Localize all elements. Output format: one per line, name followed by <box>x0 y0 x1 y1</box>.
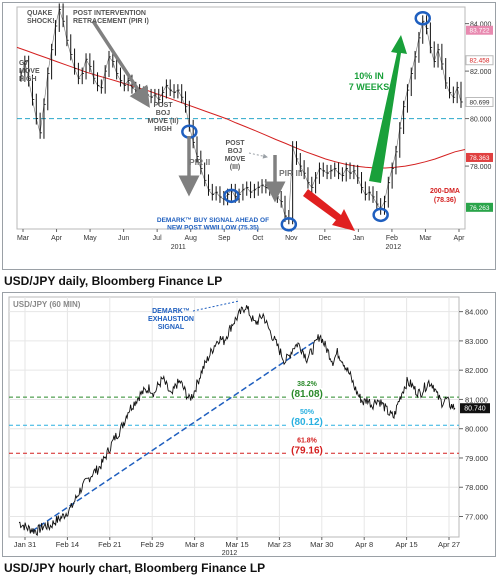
x-tick-label: Feb 29 <box>141 540 164 549</box>
trend-line <box>31 340 316 532</box>
last-price-badge <box>460 403 490 414</box>
fib-value-bg <box>289 444 325 456</box>
x-tick-label: Sep <box>218 235 231 242</box>
x-tick-label: Jul <box>153 235 162 242</box>
x-tick-label: Oct <box>252 235 263 242</box>
y-tick-label: 77.000 <box>465 513 488 522</box>
x-tick-label: Apr 27 <box>438 540 460 549</box>
chart-title: USD/JPY (60 MIN) <box>13 300 81 309</box>
daily-chart-caption: USD/JPY daily, Bloomberg Finance LP <box>4 274 223 288</box>
fib-value-label: (79.16) <box>291 445 323 456</box>
post-boj-2-annotation: POST BOJ MOVE (II) HIGH <box>147 102 178 133</box>
y-tick-label: 84.000 <box>470 22 492 29</box>
ma200-line <box>16 46 466 169</box>
plot-frame <box>8 296 460 538</box>
fib-value-label: (81.08) <box>291 389 323 400</box>
demark-pointer <box>192 300 240 312</box>
pir1-arrow <box>91 20 150 108</box>
x-tick-label: Jan 31 <box>14 540 37 549</box>
year-label: 2012 <box>222 550 238 556</box>
fib-level-label: 61.8% <box>297 437 318 444</box>
fib-value-label: (80.12) <box>291 417 323 428</box>
x-tick-label: Mar <box>419 235 432 242</box>
pir1-annotation: POST INTERVENTION RETRACEMENT (PIR I) <box>73 10 149 25</box>
fib-value-bg <box>289 388 325 400</box>
x-tick-label: Apr 15 <box>396 540 418 549</box>
fib-level-label: 50% <box>300 409 315 416</box>
demark-exhaustion-annotation: DEMARK™ EXHAUSTION SIGNAL <box>148 308 194 331</box>
fib-value-bg <box>289 416 325 428</box>
x-tick-label: Jun <box>118 235 129 242</box>
plot-frame <box>16 6 466 230</box>
hourly-chart-panel: 77.000 78.000 79.000 80.000 81.000 82.000 83.0… <box>2 292 496 557</box>
y-tick-label: 84.000 <box>465 308 488 317</box>
x-tick-label: Mar 23 <box>268 540 291 549</box>
x-tick-label: Apr <box>454 235 466 242</box>
y-tick-label: 80.000 <box>465 425 488 434</box>
y-tick-label: 82.000 <box>470 69 492 76</box>
g7-annotation: G7 MOVE HIGH <box>19 60 40 83</box>
x-tick-label: Apr <box>51 235 63 242</box>
x-tick-label: Feb 14 <box>56 540 79 549</box>
pir3-annotation: PIR III <box>279 168 303 178</box>
demark-circle <box>223 188 240 204</box>
x-tick-label: May <box>83 235 97 242</box>
price-line <box>20 8 462 219</box>
price-line <box>18 305 456 537</box>
post-boj-3-pointer <box>248 152 268 159</box>
decline-arrow <box>303 189 355 231</box>
demark-circle <box>414 10 431 26</box>
y-tick-label: 78.000 <box>470 164 492 171</box>
y-tick-label: 81.000 <box>465 395 488 404</box>
price-badge <box>465 96 494 107</box>
ten-pct-arrow <box>369 35 407 183</box>
post-boj-3-annotation: POST BOJ MOVE (III) <box>225 140 246 171</box>
x-tick-label: Apr 8 <box>355 540 373 549</box>
x-tick-label: Mar <box>17 235 30 242</box>
price-badge-label: 83.722 <box>470 28 490 35</box>
price-badge <box>466 202 493 212</box>
x-tick-label: Mar 8 <box>185 540 204 549</box>
x-tick-label: Jan <box>353 235 364 242</box>
hourly-chart-caption: USD/JPY hourly chart, Bloomberg Finance … <box>4 561 266 575</box>
x-tick-label: Feb 21 <box>98 540 121 549</box>
y-tick-label: 79.000 <box>465 454 488 463</box>
hourly-chart: 77.000 78.000 79.000 80.000 81.000 82.000 83.0… <box>8 296 490 556</box>
price-badge-label: 78.363 <box>470 155 490 162</box>
y-tick-label: 78.000 <box>465 483 488 492</box>
price-badge <box>465 55 494 66</box>
price-badge <box>466 152 493 162</box>
daily-chart: 78.000 80.000 82.000 84.000 Mar Apr May Jun Jul A… <box>16 3 494 251</box>
demark-circle <box>372 207 389 223</box>
dma200-annotation: 200-DMA (78.36) <box>430 188 460 204</box>
demark-circle <box>280 217 298 232</box>
price-badge <box>466 25 493 35</box>
x-tick-label: Aug <box>184 235 197 242</box>
y-tick-label: 80.000 <box>470 117 492 124</box>
last-price-badge-label: 80.740 <box>464 406 486 413</box>
daily-chart-panel: 78.000 80.000 82.000 84.000 Mar Apr May Jun Jul A… <box>2 2 496 270</box>
price-badge-label: 80.699 <box>470 99 490 106</box>
year-label: 2011 <box>171 244 186 251</box>
ten-pct-annotation: 10% IN 7 WEEKS <box>349 71 390 92</box>
pir2-annotation: PIR II <box>189 157 210 167</box>
x-tick-label: Mar 15 <box>225 540 248 549</box>
demark-buy-annotation: DEMARK™ BUY SIGNAL AHEAD OF NEW POST WWII… <box>157 217 269 232</box>
quake-annotation: QUAKE SHOCK! <box>27 10 55 25</box>
price-badge-label: 76.263 <box>470 205 490 212</box>
y-tick-label: 83.000 <box>465 337 488 346</box>
x-tick-label: Dec <box>319 235 332 242</box>
y-tick-label: 82.000 <box>465 366 488 375</box>
year-label: 2012 <box>386 244 402 251</box>
x-tick-label: Feb <box>386 235 398 242</box>
fib-level-label: 38.2% <box>297 381 318 388</box>
price-badge-label: 82.458 <box>470 58 490 65</box>
x-tick-label: Nov <box>285 235 298 242</box>
x-tick-label: Mar 30 <box>310 540 333 549</box>
